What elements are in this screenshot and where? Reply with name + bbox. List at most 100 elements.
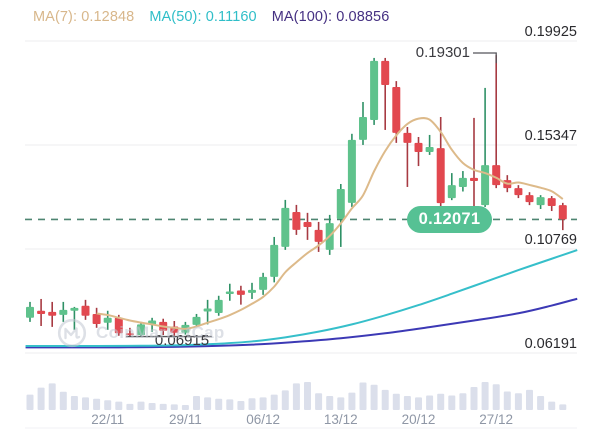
volume-bar[interactable] [226,399,234,410]
candle-body[interactable] [59,309,68,315]
volume-bar[interactable] [215,398,223,410]
candle-body[interactable] [137,324,145,336]
volume-bar[interactable] [48,383,56,410]
volume-bar[interactable] [337,397,345,410]
candle-body[interactable] [470,177,478,182]
volume-bar[interactable] [126,403,134,410]
candle-body[interactable] [26,306,34,318]
volume-bar[interactable] [548,401,556,410]
candle-body[interactable] [114,317,123,334]
volume-bar[interactable] [304,382,311,410]
candle-body[interactable] [303,221,312,227]
candle-body[interactable] [214,299,223,314]
candle-body[interactable] [48,311,57,316]
high-price-annotation: 0.19301 [415,44,470,61]
candle-body[interactable] [436,148,445,204]
volume-bar[interactable] [193,396,200,410]
volume-bar[interactable] [181,404,189,410]
candle-body[interactable] [558,205,567,220]
volume-bar[interactable] [248,398,256,410]
candle-body[interactable] [514,188,523,196]
volume-bar[interactable] [237,401,245,410]
high-annotation-line [473,52,497,64]
volume-bar[interactable] [281,390,289,410]
volume-bar[interactable] [403,396,411,410]
volume-bar[interactable] [204,397,212,410]
candle-body[interactable] [259,276,268,290]
volume-bar[interactable] [148,403,156,410]
candle-body[interactable] [292,211,301,230]
candle-body[interactable] [270,244,279,277]
candle-body[interactable] [192,316,201,325]
volume-bar[interactable] [437,393,445,410]
candle-body[interactable] [81,305,90,316]
volume-bar[interactable] [159,403,167,410]
candle-body[interactable] [125,333,134,336]
volume-bar[interactable] [82,397,89,410]
volume-bar[interactable] [326,396,334,410]
volume-bar[interactable] [526,389,533,410]
candle-body[interactable] [492,165,501,186]
candle-body[interactable] [336,189,345,219]
candle-body[interactable] [236,290,245,295]
x-axis-label: 27/12 [479,412,514,427]
candle-body[interactable] [447,185,456,199]
candle-body[interactable] [403,132,412,143]
volume-bar[interactable] [348,392,356,410]
volume-bar[interactable] [459,393,467,410]
volume-bar[interactable] [559,404,567,410]
candle-body[interactable] [359,116,367,140]
candle-body[interactable] [248,289,256,293]
volume-bar[interactable] [381,389,389,410]
volume-bar[interactable] [470,387,478,410]
volume-bar[interactable] [503,391,511,410]
candle-body[interactable] [70,307,79,311]
volume-bar[interactable] [93,398,101,410]
candle-body[interactable] [92,313,101,324]
volume-bar[interactable] [315,393,323,410]
candle-body[interactable] [103,317,112,323]
candle-body[interactable] [37,310,46,314]
candle-body[interactable] [481,165,490,206]
volume-bar[interactable] [415,397,422,410]
volume-bar[interactable] [70,396,78,410]
volume-bar[interactable] [270,394,278,410]
volume-bar[interactable] [104,400,112,410]
volume-bar[interactable] [292,383,300,410]
candle-body[interactable] [203,308,212,312]
volume-bar[interactable] [481,382,489,410]
volume-bar[interactable] [259,397,267,410]
volume-bar[interactable] [59,391,67,410]
candle-body[interactable] [392,87,401,133]
volume-bar[interactable] [359,382,367,410]
candle-body[interactable] [536,197,545,206]
volume-bar[interactable] [448,395,456,410]
volume-bar[interactable] [370,384,378,410]
candle-body[interactable] [525,195,534,203]
candle-body[interactable] [314,229,323,242]
candle-body[interactable] [381,60,390,85]
candle-body[interactable] [347,139,356,203]
volume-bar[interactable] [392,393,400,410]
volume-bar[interactable] [492,384,500,410]
legend-ma100: MA(100): 0.08856 [271,9,390,25]
volume-bar[interactable] [426,395,434,410]
x-axis-label: 20/12 [401,412,436,427]
candle-body[interactable] [225,291,234,294]
volume-bar[interactable] [37,387,45,410]
volume-bar[interactable] [514,393,522,410]
candle-body[interactable] [425,146,434,152]
volume-bar[interactable] [115,401,123,410]
candle-body[interactable] [414,142,423,152]
candle-body[interactable] [547,198,556,207]
volume-bar[interactable] [137,401,145,410]
ma100-line [25,297,578,349]
candle-body[interactable] [458,177,467,187]
volume-bar[interactable] [26,394,34,410]
volume-bar[interactable] [170,404,178,410]
volume-bar[interactable] [537,396,545,410]
candle-body[interactable] [281,207,290,247]
legend-ma50: MA(50): 0.11160 [149,9,257,25]
candle-body[interactable] [370,60,379,120]
